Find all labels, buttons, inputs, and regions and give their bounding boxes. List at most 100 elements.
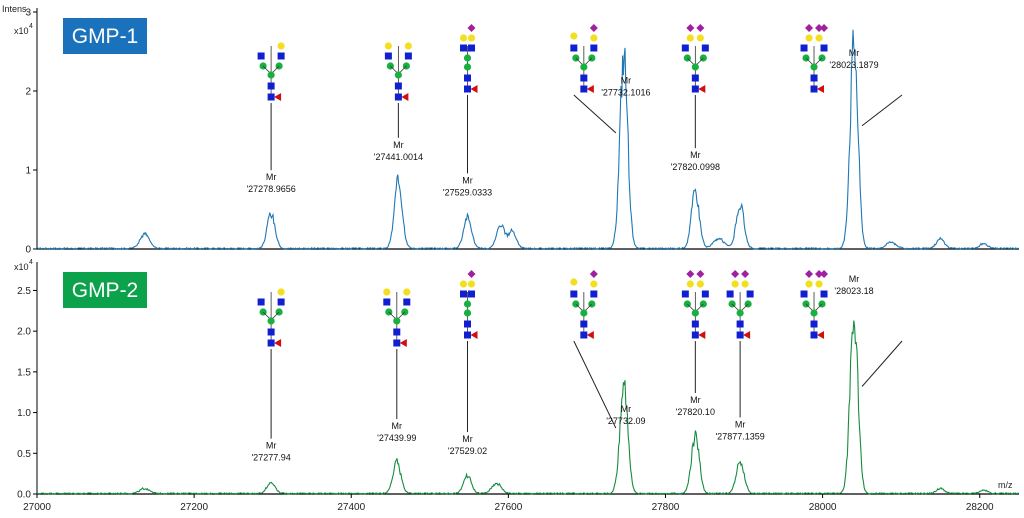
annotation-mr-label: Mr: [621, 404, 632, 414]
glcnac-square-icon: [277, 52, 285, 60]
fucose-triangle-icon: [274, 339, 282, 347]
galactose-circle-icon: [459, 280, 468, 288]
y-tick-label: 0: [25, 245, 31, 256]
glcnac-square-icon: [701, 290, 709, 298]
sialic-acid-diamond-icon: [805, 270, 814, 278]
sample-badge-label: GMP-2: [72, 279, 139, 302]
glcnac-square-icon: [701, 44, 709, 52]
galactose-circle-icon: [815, 280, 823, 288]
y-tick-label: 0.0: [17, 490, 31, 501]
glcnac-square-icon: [746, 290, 754, 298]
y-exponent-power: 4: [29, 259, 33, 266]
annotation-leader-line: [573, 94, 617, 134]
x-tick-label: 28000: [809, 502, 837, 513]
sialic-acid-diamond-icon: [820, 270, 829, 278]
galactose-circle-icon: [277, 42, 285, 50]
glcnac-square-icon: [691, 331, 699, 339]
annotation-mr-label: Mr: [690, 395, 701, 405]
galactose-circle-icon: [696, 34, 704, 42]
galactose-circle-icon: [384, 42, 392, 50]
glcnac-square-icon: [393, 328, 401, 336]
sialic-acid-diamond-icon: [696, 24, 705, 32]
glcnac-square-icon: [590, 290, 598, 298]
glcnac-square-icon: [726, 290, 734, 298]
annotation-mr-label: Mr: [849, 48, 860, 58]
glcnac-square-icon: [580, 74, 588, 82]
galactose-circle-icon: [404, 42, 412, 50]
fucose-triangle-icon: [274, 93, 282, 101]
mannose-circle-icon: [463, 300, 472, 308]
spectrum-trace: [37, 29, 1019, 250]
fucose-triangle-icon: [698, 85, 706, 93]
y-tick-label: 2: [25, 87, 31, 98]
y-exponent-base: x10: [14, 262, 29, 272]
annotation-mass-value: '27820.10: [676, 407, 715, 417]
fucose-triangle-icon: [470, 331, 478, 339]
fucose-triangle-icon: [586, 331, 594, 339]
glcnac-square-icon: [580, 320, 588, 328]
glcnac-square-icon: [464, 331, 472, 339]
glcnac-square-icon: [460, 44, 468, 52]
annotation-mass-value: '27441.0014: [374, 152, 423, 162]
gmp2-panel: 0.0 0.5 1.0 1.5 2.0 2.5 x10 4 27000 27200 27400 276…: [14, 259, 1019, 513]
x-tick-label: 28200: [966, 502, 994, 513]
glcnac-square-icon: [384, 52, 392, 60]
glycan-structure-4: [681, 24, 709, 93]
glcnac-square-icon: [590, 44, 598, 52]
glcnac-square-icon: [820, 290, 828, 298]
glcnac-square-icon: [267, 93, 275, 101]
mannose-circle-icon: [463, 309, 472, 317]
annotation-mass-value: '27820.0998: [671, 162, 720, 172]
y-tick-label: 1.0: [17, 408, 31, 419]
glcnac-square-icon: [464, 74, 472, 82]
glcnac-square-icon: [820, 44, 828, 52]
glcnac-square-icon: [468, 44, 476, 52]
galactose-circle-icon: [805, 34, 813, 42]
annotation-mr-label: Mr: [735, 419, 746, 429]
sialic-acid-diamond-icon: [815, 24, 824, 32]
annotation-mr-label: Mr: [266, 172, 277, 182]
y-tick-label: 1: [25, 166, 31, 177]
galactose-circle-icon: [570, 278, 578, 286]
x-tick-label: 27000: [23, 502, 51, 513]
galactose-circle-icon: [731, 280, 739, 288]
sample-badge-label: GMP-1: [72, 25, 139, 48]
galactose-circle-icon: [467, 34, 476, 42]
glcnac-square-icon: [267, 82, 275, 90]
galactose-circle-icon: [467, 280, 476, 288]
glycan-structure-0: [257, 42, 285, 101]
fucose-triangle-icon: [586, 85, 594, 93]
annotation-mass-value: '27732.09: [606, 416, 645, 426]
annotation-mr-label: Mr: [621, 75, 632, 85]
sialic-acid-diamond-icon: [731, 270, 740, 278]
annotation-mass-value: '28023.1879: [829, 60, 878, 70]
glcnac-square-icon: [810, 85, 818, 93]
annotation-mass-value: '27529.0333: [443, 187, 492, 197]
x-tick-label: 27800: [652, 502, 680, 513]
glcnac-square-icon: [468, 290, 476, 298]
galactose-circle-icon: [815, 34, 823, 42]
glycan-structure-5: [726, 270, 754, 339]
fucose-triangle-icon: [401, 93, 409, 101]
x-unit-label: m/z: [998, 480, 1013, 490]
mannose-circle-icon: [463, 63, 472, 71]
fucose-triangle-icon: [817, 331, 825, 339]
mannose-circle-icon: [267, 317, 275, 325]
y-tick-label: 2.5: [17, 286, 31, 297]
mannose-circle-icon: [810, 309, 818, 317]
glcnac-square-icon: [257, 52, 265, 60]
galactose-circle-icon: [403, 288, 411, 296]
annotation-mr-label: Mr: [462, 175, 473, 185]
glcnac-square-icon: [810, 320, 818, 328]
y-tick-label: 0.5: [17, 449, 31, 460]
annotation-mass-value: '27529.02: [448, 446, 487, 456]
galactose-circle-icon: [383, 288, 391, 296]
glcnac-square-icon: [460, 290, 468, 298]
annotation-leader-line: [861, 94, 903, 127]
annotation-mass-value: '27877.1359: [715, 431, 764, 441]
x-tick-label: 27400: [337, 502, 365, 513]
glycan-structure-4: [681, 270, 709, 339]
glcnac-square-icon: [736, 320, 744, 328]
sialic-acid-diamond-icon: [589, 270, 598, 278]
